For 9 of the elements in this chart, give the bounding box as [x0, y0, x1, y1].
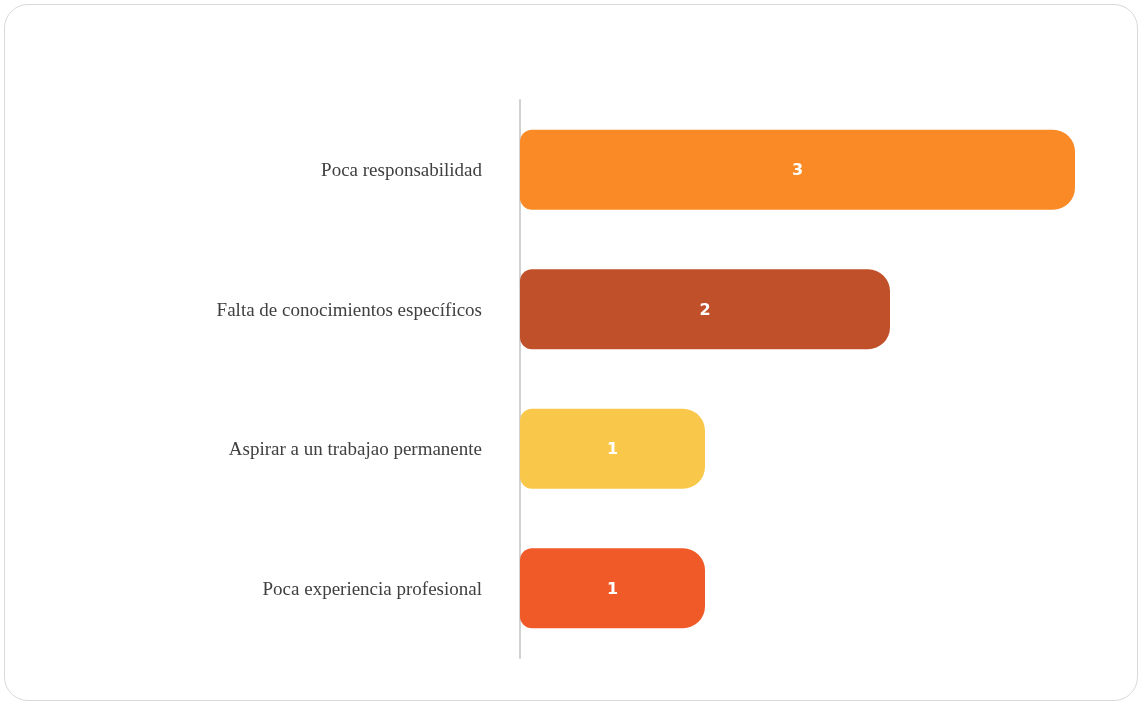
data-label: 1 — [606, 578, 619, 598]
data-label: 3 — [791, 160, 804, 180]
y-tick-label: Poca responsabilidad — [321, 159, 483, 181]
y-tick-label: Falta de conocimientos específicos — [216, 298, 482, 320]
y-tick-label: Aspirar a un trabajao permanente — [228, 438, 482, 460]
y-tick-label: Poca experiencia profesional — [262, 577, 482, 599]
rounded-frame: Poca responsabilidad Falta de conocimientos específicos Aspirar a un trabajao permanente Poca experiencia profesional 3 2 1 1 — [4, 4, 1138, 701]
data-label: 1 — [606, 439, 619, 459]
data-label: 2 — [699, 299, 711, 319]
